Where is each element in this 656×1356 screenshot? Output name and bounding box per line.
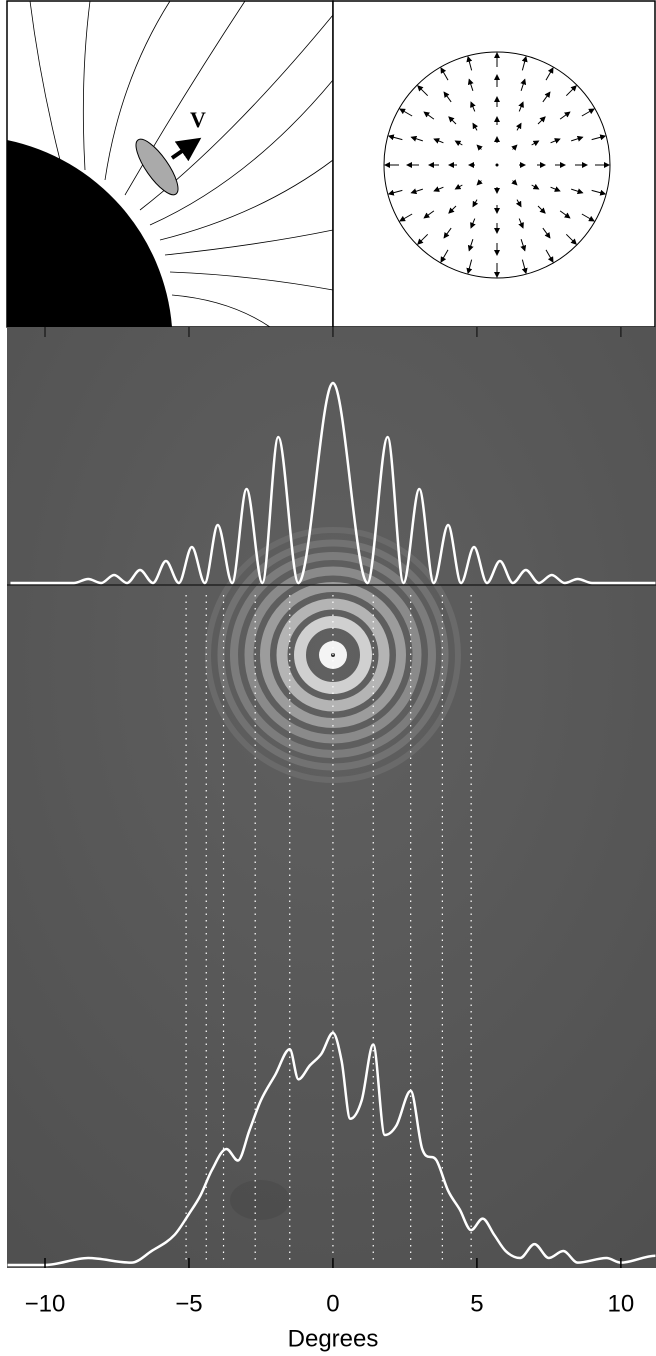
flow-diagram <box>333 1 655 327</box>
x-tick-label: 5 <box>470 1290 483 1317</box>
image-panel <box>7 327 656 1268</box>
x-tick-label: −5 <box>175 1290 202 1317</box>
x-axis-label: Degrees <box>288 1325 379 1352</box>
velocity-label: V <box>190 107 206 132</box>
x-tick-label: 10 <box>608 1290 635 1317</box>
field-diagram: V <box>7 1 333 327</box>
figure: V −10 −5 0 5 10 Degrees <box>0 0 656 1356</box>
x-tick-label: −10 <box>25 1290 66 1317</box>
x-tick-label: 0 <box>326 1290 339 1317</box>
